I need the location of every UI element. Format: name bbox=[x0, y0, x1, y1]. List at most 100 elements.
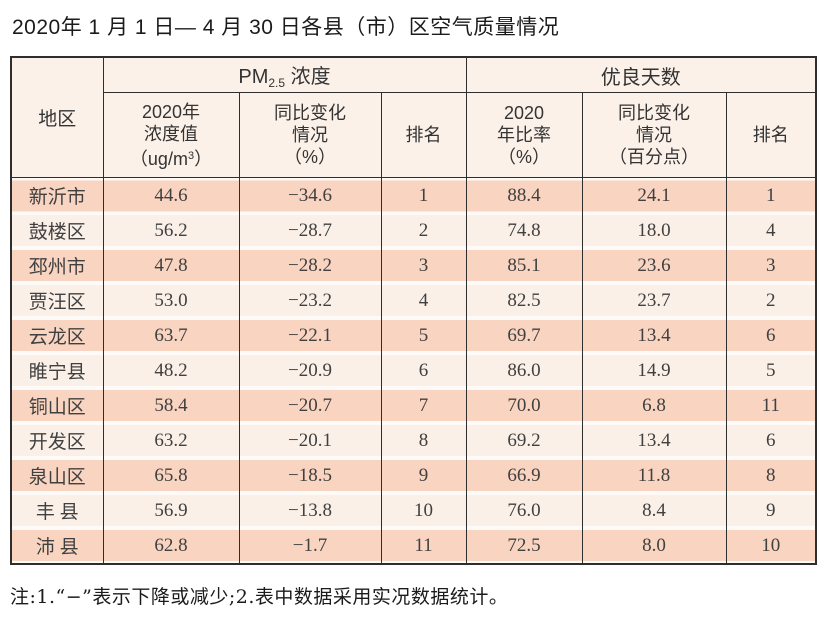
table-row: 开发区 63.2 −20.1 8 69.2 13.4 6 bbox=[10, 423, 817, 458]
pm-change-line3: （%） bbox=[283, 147, 336, 167]
header-region: 地区 bbox=[10, 57, 104, 178]
page-title: 2020年 1 月 1 日— 4 月 30 日各县（市）区空气质量情况 bbox=[12, 16, 560, 39]
header-sub-row: 2020年 浓度值 （ug/m3） 同比变化 情况 （%） 排名 2020 年比… bbox=[11, 92, 817, 178]
cell-days-change: 23.6 bbox=[581, 248, 727, 283]
cell-pm-value: 48.2 bbox=[102, 353, 240, 388]
cell-pm-rank: 10 bbox=[380, 493, 467, 528]
cell-region: 贾汪区 bbox=[10, 283, 104, 318]
cell-days-change: 6.8 bbox=[581, 388, 727, 423]
table-row: 睢宁县 48.2 −20.9 6 86.0 14.9 5 bbox=[10, 353, 817, 388]
table-row: 沛 县 62.8 −1.7 11 72.5 8.0 10 bbox=[10, 528, 817, 564]
cell-days-change: 13.4 bbox=[581, 423, 727, 458]
cell-days-change: 24.1 bbox=[581, 177, 727, 213]
cell-region: 睢宁县 bbox=[10, 353, 104, 388]
cell-pm-change: −20.9 bbox=[238, 353, 382, 388]
pm-value-line1: 2020年 bbox=[141, 101, 201, 122]
pm-change-line2: 情况 bbox=[292, 125, 328, 145]
cell-days-rank: 6 bbox=[725, 318, 817, 353]
cell-days-ratio: 85.1 bbox=[465, 248, 583, 283]
header-days-rank: 排名 bbox=[725, 92, 817, 178]
cell-pm-rank: 4 bbox=[380, 283, 467, 318]
cell-pm-rank: 3 bbox=[380, 248, 467, 283]
table-row: 鼓楼区 56.2 −28.7 2 74.8 18.0 4 bbox=[10, 213, 817, 248]
cell-days-ratio: 76.0 bbox=[465, 493, 583, 528]
cell-region: 开发区 bbox=[10, 423, 104, 458]
cell-days-ratio: 72.5 bbox=[465, 528, 583, 564]
cell-days-change: 8.4 bbox=[581, 493, 727, 528]
cell-days-ratio: 69.2 bbox=[465, 423, 583, 458]
cell-days-rank: 11 bbox=[725, 388, 817, 423]
pm-value-unit-sup: 3 bbox=[187, 149, 195, 162]
cell-pm-change: −20.7 bbox=[238, 388, 382, 423]
days-ratio-line2: 年比率 bbox=[497, 125, 552, 145]
cell-days-ratio: 74.8 bbox=[465, 213, 583, 248]
cell-pm-value: 62.8 bbox=[102, 528, 240, 564]
table-row: 云龙区 63.7 −22.1 5 69.7 13.4 6 bbox=[10, 318, 817, 353]
pm-value-unit-post: ） bbox=[194, 148, 213, 169]
cell-pm-rank: 7 bbox=[380, 388, 467, 423]
pm-value-unit-pre: （ug/m bbox=[129, 148, 188, 169]
cell-days-change: 11.8 bbox=[581, 458, 727, 493]
cell-pm-value: 44.6 bbox=[102, 177, 240, 213]
cell-days-rank: 3 bbox=[725, 248, 817, 283]
cell-days-rank: 6 bbox=[725, 423, 817, 458]
cell-region: 新沂市 bbox=[10, 177, 104, 213]
header-days-change: 同比变化 情况 （百分点） bbox=[581, 92, 727, 178]
cell-pm-value: 63.7 bbox=[102, 318, 240, 353]
cell-pm-rank: 11 bbox=[380, 528, 467, 564]
air-quality-table: 地区 PM2.5 浓度 优良天数 2020年 浓度值 （ug/m3） 同比变化 … bbox=[10, 56, 818, 565]
cell-days-change: 18.0 bbox=[581, 213, 727, 248]
cell-region: 云龙区 bbox=[10, 318, 104, 353]
cell-pm-value: 47.8 bbox=[102, 248, 240, 283]
cell-pm-value: 53.0 bbox=[102, 283, 240, 318]
cell-days-rank: 5 bbox=[725, 353, 817, 388]
pm-label-suffix: 浓度 bbox=[285, 66, 331, 88]
cell-region: 鼓楼区 bbox=[10, 213, 104, 248]
cell-days-change: 14.9 bbox=[581, 353, 727, 388]
table-body: 新沂市 44.6 −34.6 1 88.4 24.1 1 鼓楼区 56.2 −2… bbox=[10, 177, 817, 564]
days-change-line2: 情况 bbox=[636, 125, 673, 145]
cell-days-rank: 8 bbox=[725, 458, 817, 493]
header-pm-value: 2020年 浓度值 （ug/m3） bbox=[102, 92, 240, 178]
cell-days-ratio: 86.0 bbox=[465, 353, 583, 388]
cell-days-rank: 1 bbox=[725, 177, 817, 213]
header-pm-rank: 排名 bbox=[380, 92, 467, 178]
cell-days-change: 8.0 bbox=[581, 528, 727, 564]
cell-pm-value: 63.2 bbox=[102, 423, 240, 458]
days-ratio-line1: 2020 bbox=[503, 103, 545, 123]
cell-region: 丰 县 bbox=[10, 493, 104, 528]
cell-days-rank: 9 bbox=[725, 493, 817, 528]
cell-pm-value: 65.8 bbox=[102, 458, 240, 493]
cell-region: 铜山区 bbox=[10, 388, 104, 423]
cell-pm-change: −34.6 bbox=[238, 177, 382, 213]
pm-value-line2: 浓度值 bbox=[144, 123, 198, 144]
cell-pm-change: −13.8 bbox=[238, 493, 382, 528]
cell-pm-change: −20.1 bbox=[238, 423, 382, 458]
table-row: 新沂市 44.6 −34.6 1 88.4 24.1 1 bbox=[10, 177, 817, 213]
pm-label-prefix: PM bbox=[238, 66, 269, 88]
cell-region: 泉山区 bbox=[10, 458, 104, 493]
cell-pm-value: 56.2 bbox=[102, 213, 240, 248]
cell-days-change: 23.7 bbox=[581, 283, 727, 318]
cell-days-ratio: 82.5 bbox=[465, 283, 583, 318]
header-group-row: 地区 PM2.5 浓度 优良天数 bbox=[10, 57, 817, 178]
cell-pm-change: −18.5 bbox=[238, 458, 382, 493]
days-change-line3: （百分点） bbox=[609, 147, 700, 167]
cell-region: 邳州市 bbox=[10, 248, 104, 283]
header-pm-group: PM2.5 浓度 bbox=[102, 57, 467, 93]
pm-change-line1: 同比变化 bbox=[274, 103, 346, 123]
cell-pm-change: −1.7 bbox=[238, 528, 382, 564]
cell-pm-change: −28.2 bbox=[238, 248, 382, 283]
pm-label-subscript: 2.5 bbox=[268, 76, 286, 90]
cell-region: 沛 县 bbox=[10, 528, 104, 564]
cell-pm-change: −22.1 bbox=[238, 318, 382, 353]
table-row: 泉山区 65.8 −18.5 9 66.9 11.8 8 bbox=[10, 458, 817, 493]
days-change-line1: 同比变化 bbox=[618, 103, 691, 123]
cell-days-ratio: 70.0 bbox=[465, 388, 583, 423]
cell-days-change: 13.4 bbox=[581, 318, 727, 353]
days-ratio-line3: （%） bbox=[498, 147, 551, 167]
cell-days-ratio: 66.9 bbox=[465, 458, 583, 493]
cell-days-ratio: 69.7 bbox=[465, 318, 583, 353]
cell-pm-change: −28.7 bbox=[238, 213, 382, 248]
